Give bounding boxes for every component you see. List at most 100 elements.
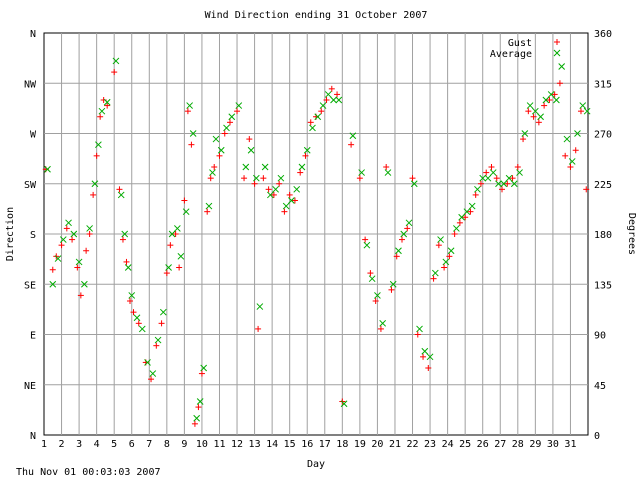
data-point-gust — [63, 225, 70, 232]
data-point-gust — [551, 91, 558, 98]
data-point-gust — [104, 102, 111, 109]
data-point-gust — [446, 253, 453, 260]
data-point-average — [144, 359, 151, 366]
data-point-gust — [409, 175, 416, 182]
data-point-average — [547, 91, 555, 98]
data-point-gust — [525, 108, 532, 115]
data-point-average — [553, 96, 560, 104]
data-point-gust — [307, 119, 314, 126]
data-point-gust — [393, 253, 400, 260]
data-point-average — [479, 174, 487, 182]
x-tick-label: 12 — [231, 439, 243, 450]
data-point-average — [416, 325, 423, 333]
data-point-average — [537, 113, 544, 121]
data-point-gust — [176, 264, 183, 271]
y-axis-label-right: Degrees — [626, 213, 637, 255]
grid-lines — [44, 33, 588, 435]
data-point-gust — [97, 113, 104, 120]
data-point-average — [410, 180, 418, 188]
data-point-gust — [404, 225, 411, 232]
x-tick-label: 15 — [284, 439, 296, 450]
y-tick-label-left: NE — [24, 381, 36, 392]
data-point-average — [437, 236, 444, 243]
data-point-average — [349, 132, 357, 140]
data-point-average — [324, 91, 332, 98]
data-point-gust — [425, 365, 432, 371]
data-point-gust — [456, 219, 463, 226]
data-point-gust — [255, 325, 262, 332]
y-tick-label-left: N — [30, 29, 36, 40]
x-tick-label: 9 — [181, 439, 187, 450]
series-average — [44, 57, 591, 422]
data-point-gust — [567, 164, 574, 170]
data-point-average — [495, 180, 502, 188]
data-point-average — [223, 124, 230, 132]
chart-title: Wind Direction ending 31 October 2007 — [205, 10, 428, 21]
data-point-average — [159, 308, 167, 316]
x-tick-label: 26 — [477, 439, 489, 450]
data-point-average — [431, 269, 439, 277]
data-point-gust — [488, 164, 495, 170]
data-point-gust — [195, 404, 202, 411]
data-point-gust — [49, 266, 56, 273]
data-point-gust — [58, 242, 65, 249]
data-point-average — [272, 185, 279, 193]
data-point-average — [568, 158, 576, 165]
data-point-gust — [167, 242, 174, 249]
data-point-gust — [297, 169, 304, 176]
data-point-average — [442, 258, 450, 266]
x-tick-label: 1 — [41, 439, 47, 450]
data-point-gust — [302, 152, 309, 159]
x-tick-label: 23 — [424, 439, 436, 450]
y-tick-label-left: W — [30, 130, 37, 141]
data-point-average — [282, 202, 290, 210]
data-point-gust — [514, 164, 521, 170]
data-point-gust — [441, 264, 448, 271]
data-point-gust — [135, 320, 142, 327]
data-point-gust — [184, 108, 191, 115]
data-point-average — [293, 185, 301, 193]
data-point-average — [65, 219, 72, 227]
data-point-gust — [291, 197, 298, 204]
x-tick-label: 31 — [564, 439, 576, 450]
data-point-gust — [241, 175, 248, 182]
data-point-gust — [260, 175, 267, 182]
x-tick-label: 6 — [129, 439, 135, 450]
data-point-average — [368, 275, 376, 283]
data-point-average — [563, 135, 571, 143]
data-point-average — [574, 130, 581, 137]
data-point-gust — [356, 175, 363, 182]
data-point-gust — [372, 298, 379, 304]
data-point-average — [217, 146, 225, 154]
data-point-gust — [221, 130, 228, 137]
data-point-gust — [148, 376, 155, 383]
data-point-gust — [69, 236, 76, 243]
x-tick-label: 22 — [406, 439, 418, 450]
data-point-average — [384, 169, 392, 176]
data-point-average — [532, 107, 539, 115]
x-tick-label: 14 — [266, 439, 278, 450]
data-point-gust — [74, 264, 81, 271]
data-point-average — [521, 130, 529, 137]
data-point-average — [117, 191, 125, 199]
series-layer — [42, 57, 591, 427]
legend-marker-average — [553, 49, 561, 57]
data-point-average — [583, 107, 591, 115]
data-point-gust — [265, 186, 272, 193]
x-tick-label: 8 — [164, 439, 170, 450]
y-tick-labels-right: 0 45 90 135 180 225 270 315 360 — [594, 29, 612, 442]
data-point-gust — [163, 270, 170, 277]
data-point-average — [400, 230, 408, 238]
data-point-average — [256, 303, 264, 310]
data-point-average — [54, 255, 62, 262]
data-point-average — [447, 247, 455, 255]
data-point-average — [426, 353, 434, 361]
data-point-average — [405, 219, 413, 227]
data-point-gust — [318, 108, 325, 115]
data-point-average — [247, 146, 255, 154]
data-point-average — [358, 169, 365, 176]
data-point-average — [168, 230, 176, 238]
timestamp: Thu Nov 01 00:03:03 2007 — [16, 467, 161, 478]
y-tick-label-right: 0 — [594, 431, 600, 442]
data-point-gust — [77, 292, 84, 299]
